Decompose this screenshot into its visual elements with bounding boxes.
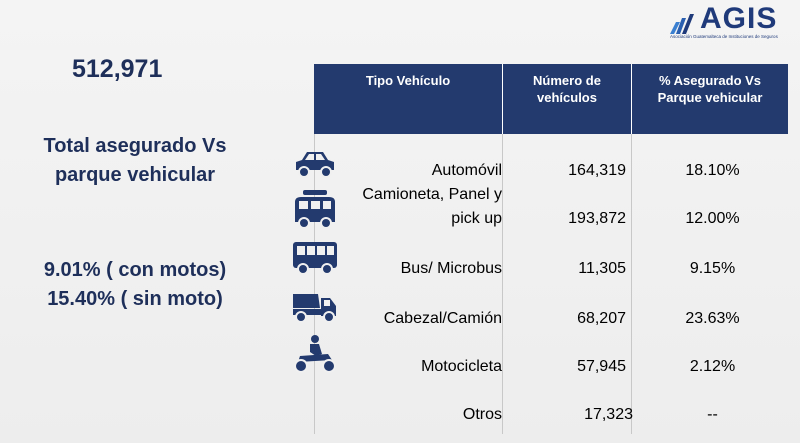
table-row: Camioneta, Panel y pick up 193,872 12.00… — [290, 186, 790, 236]
pct-with-motos: 9.01% ( con motos) — [43, 259, 227, 281]
bus-icon — [293, 242, 337, 275]
insured-pct: 2.12% — [689, 358, 736, 375]
column-divider — [502, 134, 503, 434]
motorcycle-icon — [294, 335, 336, 373]
vehicle-type: Otros — [462, 406, 502, 423]
insured-pct: 9.15% — [689, 260, 736, 277]
table-header: Tipo Vehículo Número de vehículos % Aseg… — [314, 64, 788, 134]
header-pct-line1: % Asegurado Vs — [658, 73, 762, 88]
vehicle-type: Cabezal/Camión — [383, 310, 502, 327]
vehicle-type: Automóvil — [431, 162, 502, 179]
header-pct-line2: Parque vehicular — [657, 90, 763, 105]
summary-title-line1: Total asegurado Vs — [43, 135, 227, 157]
table-row: Otros 17,323 -- — [290, 386, 790, 428]
table-row: Automóvil 164,319 18.10% — [290, 142, 790, 184]
logo-bars-icon — [670, 14, 694, 34]
header-vehicle-type: Tipo Vehículo — [365, 73, 451, 88]
summary-percentages: 9.01% ( con motos) 15.40% ( sin moto) — [22, 256, 248, 314]
vehicle-count: 11,305 — [578, 260, 626, 277]
summary-title-line2: parque vehicular — [54, 164, 216, 186]
logo-text: AGIS — [700, 2, 778, 35]
vehicle-count: 193,872 — [568, 210, 626, 227]
total-insured-number: 512,971 — [72, 55, 163, 83]
vehicle-count: 57,945 — [577, 358, 626, 375]
insured-pct: 23.63% — [685, 310, 740, 327]
vehicle-count: 164,319 — [568, 162, 626, 179]
insured-pct: 12.00% — [685, 210, 740, 227]
header-count-line2: vehículos — [537, 90, 597, 105]
table-row: Motocicleta 57,945 2.12% — [290, 335, 790, 380]
pct-without-motos: 15.40% ( sin moto) — [47, 288, 223, 310]
header-insured-pct: % Asegurado Vs Parque vehicular — [631, 64, 788, 134]
agis-logo: AGIS Asociación Guatemalteca de Instituc… — [668, 2, 793, 42]
van-icon — [295, 190, 335, 229]
vehicle-type-line2: pick up — [451, 210, 502, 227]
vehicle-count: 68,207 — [577, 310, 626, 327]
insured-pct: -- — [707, 406, 718, 423]
vehicle-type: Motocicleta — [421, 358, 502, 375]
header-vehicle-count: Número de vehículos — [502, 64, 631, 134]
truck-icon — [293, 294, 336, 323]
column-divider — [631, 134, 632, 434]
vehicle-count: 17,323 — [584, 406, 633, 423]
insured-pct: 18.10% — [685, 162, 740, 179]
vehicle-type-line1: Camioneta, Panel y — [362, 186, 502, 203]
column-divider — [314, 134, 315, 434]
car-icon — [296, 152, 334, 178]
header-count-line1: Número de — [533, 73, 601, 88]
table-row: Cabezal/Camión 68,207 23.63% — [290, 290, 790, 332]
vehicle-type: Bus/ Microbus — [400, 260, 502, 277]
logo-subtitle: Asociación Guatemalteca de Instituciones… — [670, 34, 778, 39]
table-row: Bus/ Microbus 11,305 9.15% — [290, 240, 790, 282]
summary-title: Total asegurado Vs parque vehicular — [22, 132, 248, 190]
